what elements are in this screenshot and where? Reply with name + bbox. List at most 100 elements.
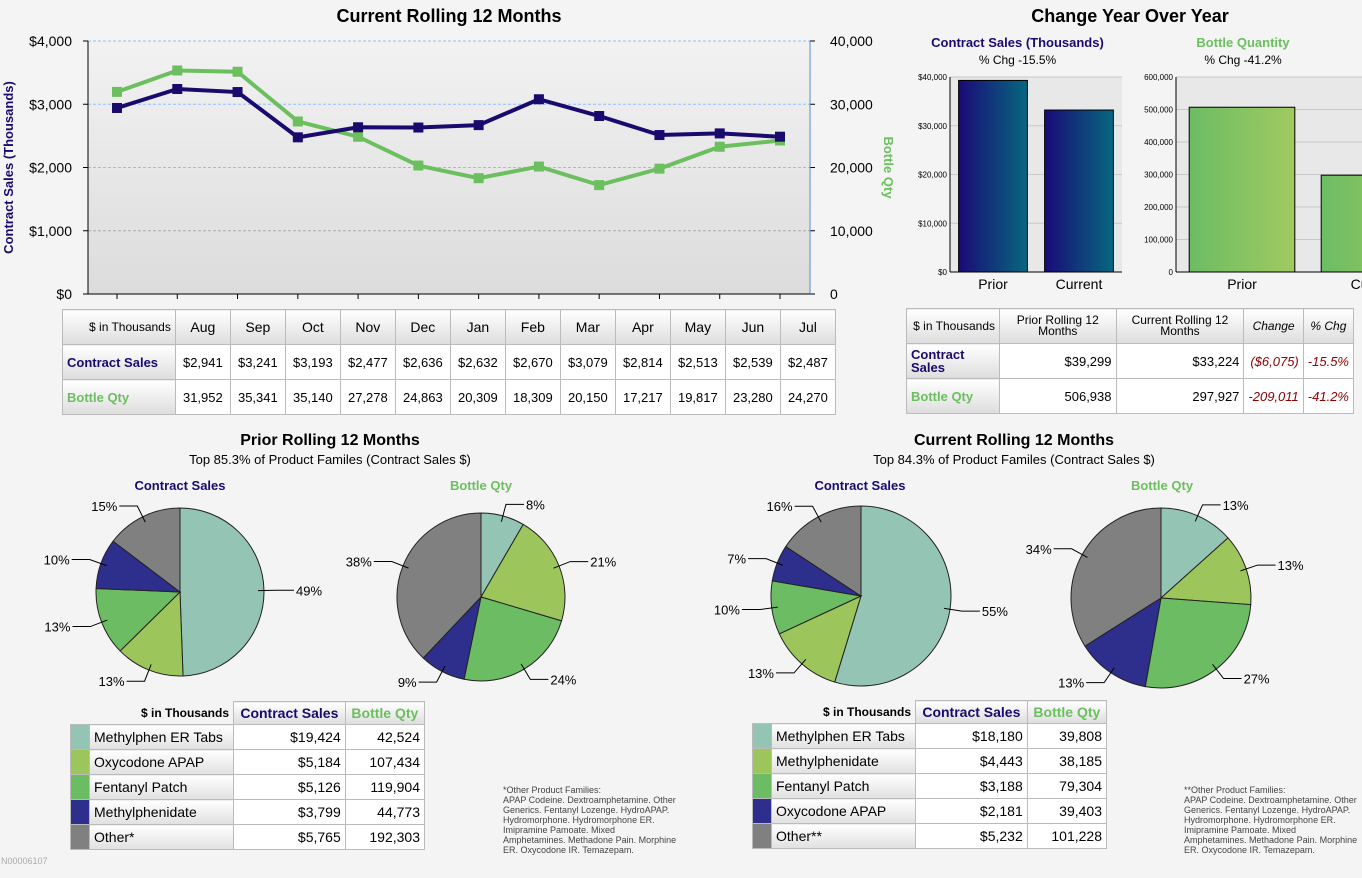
row-label-bottle: Bottle Qty: [62, 379, 176, 415]
y2-tick-label: 10,000: [830, 223, 873, 239]
table-header: $ in Thousands: [62, 309, 176, 345]
data-point: [292, 132, 303, 143]
legend-swatch: [752, 823, 772, 849]
y2-tick-label: 20,000: [830, 160, 873, 176]
legend-row: Methylphenidate $3,799 44,773: [70, 799, 426, 825]
yoy-title: Change Year Over Year: [1031, 6, 1229, 26]
bottle-cell: 17,217: [614, 379, 671, 415]
product-name: Methylphenidate: [89, 799, 234, 825]
y-tick-label: $1,000: [29, 223, 72, 239]
data-point: [654, 163, 665, 174]
y-tick-label: $0: [938, 268, 947, 277]
data-point: [413, 160, 424, 171]
cell: $33,224: [1115, 343, 1245, 379]
y-tick-label: 100,000: [1144, 236, 1173, 245]
col-current: Current Rolling 12 Months: [1115, 308, 1245, 344]
pie-label: 16%: [767, 499, 793, 514]
pie-label: 13%: [1223, 498, 1249, 513]
y2-tick-label: 30,000: [830, 96, 873, 112]
leader-line: [944, 607, 980, 612]
prior-legend-table: $ in Thousands Contract Sales Bottle Qty Me…: [70, 701, 426, 850]
pie-label: 8%: [526, 497, 545, 512]
bottle-value: 79,304: [1026, 773, 1108, 799]
leader-line: [1194, 504, 1221, 522]
y-tick-label: 600,000: [1144, 73, 1173, 82]
data-point: [413, 122, 424, 133]
bottle-value: 119,904: [344, 774, 426, 800]
month-header: Dec: [394, 309, 451, 345]
contract-value: $3,188: [915, 773, 1028, 799]
data-point: [172, 84, 183, 95]
y-tick-label: $30,000: [918, 122, 947, 131]
contract-cell: $2,477: [339, 344, 396, 380]
bottle-cell: 19,817: [669, 379, 726, 415]
data-point: [594, 111, 605, 122]
pie-slice: [1144, 597, 1252, 689]
leader-line: [1086, 667, 1115, 684]
pie-label: 38%: [346, 554, 372, 569]
pie-label: 27%: [1244, 672, 1270, 687]
contract-value: $5,184: [233, 749, 346, 775]
pie-label: 49%: [296, 583, 322, 598]
bar-current: [1044, 109, 1114, 273]
data-point: [353, 131, 364, 142]
pie-label: 21%: [590, 555, 616, 570]
legend-row: Other** $5,232 101,228: [752, 823, 1108, 849]
col-contract: Contract Sales: [233, 701, 346, 725]
pie-label: 13%: [44, 620, 70, 635]
product-name: Methylphen ER Tabs: [771, 723, 916, 749]
contract-cell: $3,241: [229, 344, 286, 380]
yoy-cs-sub: % Chg -15.5%: [978, 53, 1057, 67]
product-name: Fentanyl Patch: [771, 773, 916, 799]
yoy-bq-sub: % Chg -41.2%: [1204, 53, 1282, 67]
contract-cell: $3,193: [284, 344, 341, 380]
data-point: [533, 94, 544, 105]
bottle-value: 39,808: [1026, 723, 1108, 749]
product-name: Fentanyl Patch: [89, 774, 234, 800]
month-header: Feb: [504, 309, 561, 345]
row-label-contract: Contract Sales: [905, 343, 1001, 379]
y-tick-label: $0: [56, 286, 72, 302]
legend-row: Fentanyl Patch $3,188 79,304: [752, 773, 1108, 799]
bottle-value: 101,228: [1026, 823, 1108, 849]
pie-label: 9%: [398, 675, 417, 690]
leader-line: [741, 606, 778, 610]
x-tick-label: Prior: [1227, 276, 1257, 292]
series-line-contract: [116, 86, 781, 140]
y-tick-label: $3,000: [29, 96, 72, 112]
contract-value: $4,443: [915, 748, 1028, 774]
y-tick-label: $10,000: [918, 219, 947, 228]
leader-line: [794, 505, 822, 523]
x-tick-label: Prior: [978, 276, 1008, 292]
pie-charts: 49% 13% 13% 10% 15% 8% 21% 24% 9% 38% 55% 13% 10% 7% 1…: [44, 497, 1304, 690]
y-tick-label: 500,000: [1144, 106, 1173, 115]
contract-cell: $2,814: [614, 344, 671, 380]
current-footnote: **Other Product Families: APAP Codeine. D…: [1184, 785, 1359, 855]
product-name: Oxycodone APAP: [89, 749, 234, 775]
leader-line: [373, 560, 409, 569]
legend-row: Oxycodone APAP $2,181 39,403: [752, 798, 1108, 824]
cell: -41.2%: [1302, 378, 1355, 414]
data-point: [112, 102, 122, 113]
col-contract: Contract Sales: [915, 700, 1028, 724]
document-id: N00006107: [1, 856, 48, 866]
col-bottle: Bottle Qty: [344, 701, 426, 725]
current-bq-label: Bottle Qty: [1130, 478, 1194, 493]
data-point: [232, 87, 243, 98]
month-header: Jan: [449, 309, 506, 345]
y-tick-label: 200,000: [1144, 203, 1173, 212]
product-name: Methylphenidate: [771, 748, 916, 774]
cell: ($6,075): [1243, 343, 1304, 379]
row-label-contract: Contract Sales: [62, 344, 176, 380]
footnote-text: APAP Codeine. Dextroamphetamine. Other G…: [503, 795, 677, 855]
footnote-title: **Other Product Families:: [1184, 785, 1286, 795]
x-tick-label: Current: [1056, 276, 1103, 292]
leader-line: [520, 663, 549, 680]
footnote-text: APAP Codeine. Dextroamphetamine. Other G…: [1184, 795, 1358, 855]
legend-swatch: [752, 723, 772, 749]
pie-label: 24%: [550, 672, 576, 687]
yoy-bar-charts: $0 $10,000 $20,000 $30,000 $40,000 Prior Curre…: [918, 73, 1362, 292]
data-point: [292, 116, 303, 127]
month-header: Oct: [284, 309, 341, 345]
prior-cs-label: Contract Sales: [134, 478, 226, 493]
